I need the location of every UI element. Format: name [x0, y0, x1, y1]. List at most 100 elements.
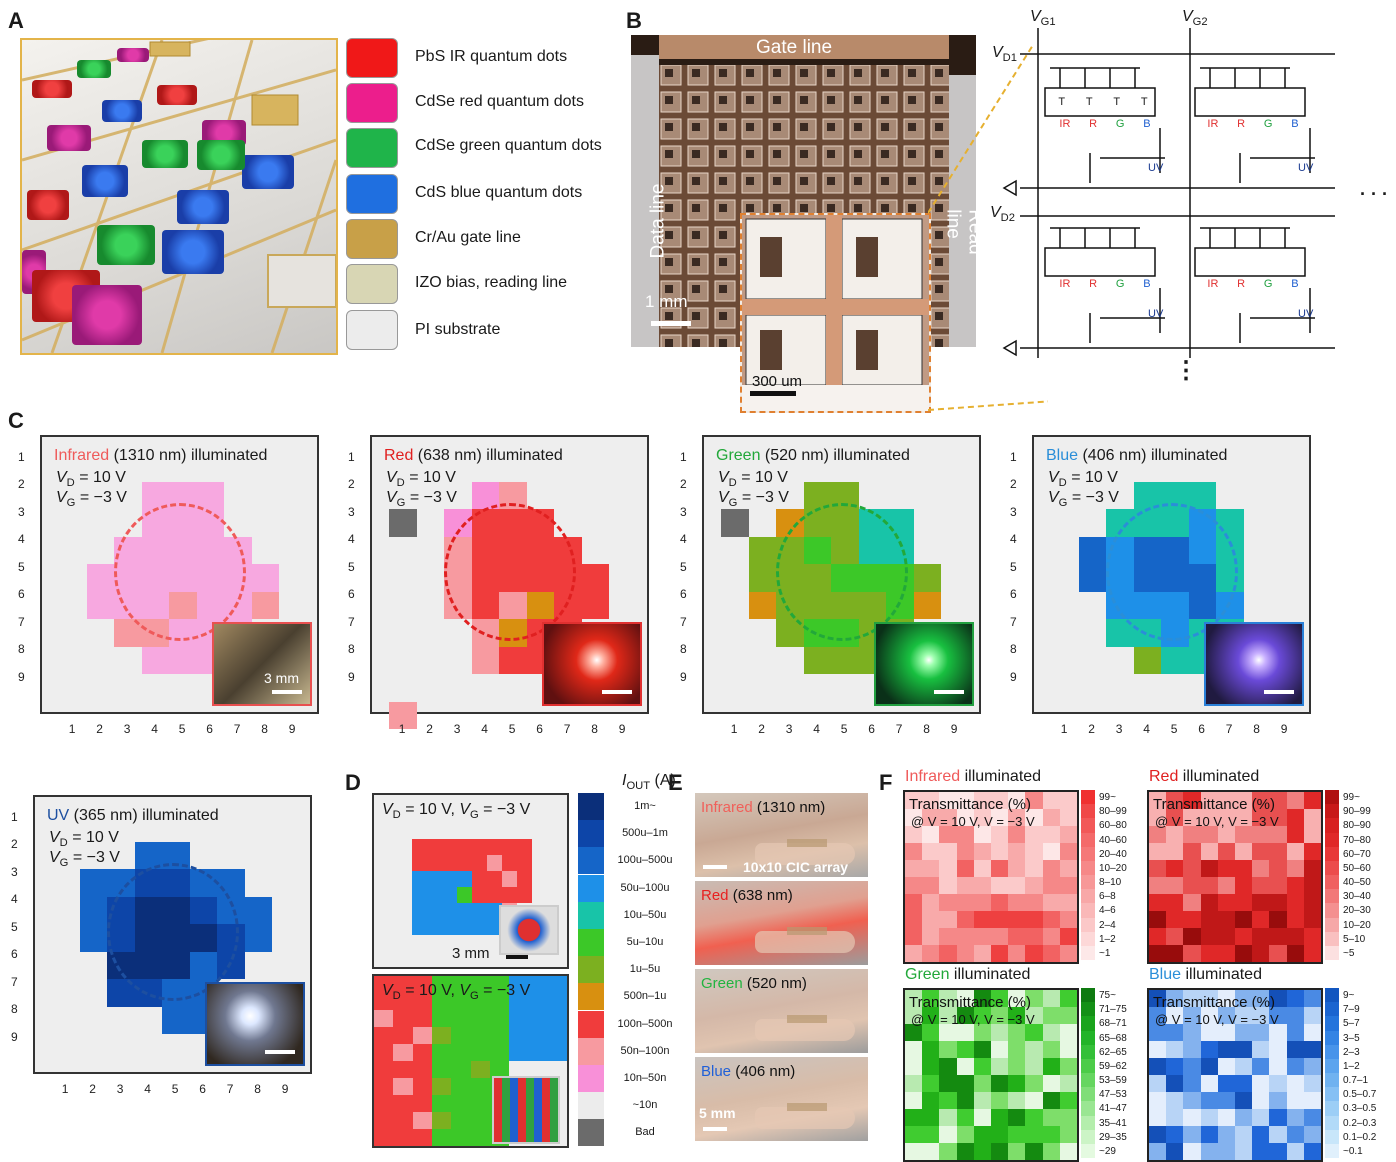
y-tick-label: 8 [1010, 642, 1017, 657]
map-cell [471, 646, 499, 674]
map-cell [581, 564, 609, 592]
y-tick-label: 7 [1010, 614, 1017, 629]
map-cell [86, 564, 114, 592]
map-cell [1149, 843, 1167, 861]
transmittance-swatch [1081, 917, 1095, 933]
transmittance-level-label: 53–59 [1099, 1075, 1127, 1086]
transmittance-level-label: 4–6 [1099, 905, 1116, 917]
transmittance-level-label: ~0.1 [1343, 1145, 1363, 1157]
map-cell [1183, 1058, 1202, 1076]
map-cell [1252, 1007, 1270, 1025]
legend-swatch-pbs [346, 38, 398, 78]
map-cell [721, 509, 749, 537]
transmittance-swatch [1325, 1087, 1339, 1102]
x-tick-label: 1 [68, 722, 76, 736]
map-cell [1133, 646, 1161, 674]
map-cell [922, 1092, 940, 1110]
map-cell [1042, 792, 1061, 810]
map-cell [939, 843, 958, 861]
map-cell [1252, 1041, 1270, 1059]
map-cell [1235, 826, 1253, 844]
map-cell [939, 1058, 958, 1076]
map-cell [939, 826, 958, 844]
y-tick-label: 3 [1010, 504, 1017, 519]
x-tick-label: 4 [1143, 722, 1150, 736]
c-map-inset-photo [205, 982, 305, 1066]
f-map-title: Infrared illuminated [905, 768, 1042, 785]
x-tick-label: 3 [453, 722, 461, 736]
map-cell [1269, 1109, 1288, 1127]
map-cell [1269, 1143, 1288, 1160]
x-tick-label: 9 [618, 722, 626, 736]
channel-labels-4: IR R G B [1207, 278, 1299, 290]
panel-f-label: F [879, 770, 893, 795]
map-cell [1059, 1143, 1077, 1160]
map-cell [1200, 843, 1219, 861]
y-tick-label: 1 [1010, 449, 1017, 464]
iout-level-label: 100n–500n [617, 1017, 673, 1030]
e-photo-title: Infrared (1310 nm) [701, 799, 826, 816]
map-cell [1200, 928, 1219, 946]
map-cell [956, 877, 975, 895]
map-cell [1059, 1126, 1077, 1144]
map-cell [1008, 1126, 1026, 1144]
x-tick-label: 9 [1280, 722, 1288, 736]
inset-scale-label: 3 mm [264, 670, 299, 686]
y-tick-label: 4 [11, 892, 18, 907]
map-cell [1149, 990, 1167, 1008]
x-tick-label: 8 [923, 722, 930, 736]
map-cell [1149, 1109, 1167, 1127]
map-cell [1286, 860, 1305, 878]
map-cell [1042, 809, 1061, 827]
iout-title: IOUT (A) [622, 772, 676, 793]
e-scale-bar [703, 865, 727, 869]
inset-scale-bar [272, 690, 302, 694]
f-map-infrared: Transmittance (%) @ V = 10 V, V = −3 V [903, 790, 1079, 964]
illumination-spot-outline [443, 503, 576, 641]
f-map-condition: @ V = 10 V, V = −3 V [1155, 1012, 1279, 1027]
x-tick-label: 5 [508, 722, 516, 736]
map-cell [973, 792, 992, 810]
map-cell [1188, 481, 1216, 509]
map-cell [991, 928, 1009, 946]
map-cell [905, 1143, 923, 1160]
transmittance-level-label: 20–40 [1099, 848, 1127, 860]
map-cell [922, 1126, 940, 1144]
map-cell [956, 945, 975, 962]
iout-level-label: 500u–1m [622, 827, 668, 840]
x-tick-label: 1 [730, 722, 738, 736]
map-cell [922, 1143, 940, 1160]
map-cell [991, 911, 1009, 929]
transmittance-swatch [1325, 1030, 1339, 1046]
map-cell [1059, 1109, 1077, 1127]
uv-label-4: UV [1298, 308, 1314, 320]
f-map-inner-title: Transmittance (%) [1153, 994, 1275, 1011]
transmittance-level-label: 60–70 [1343, 848, 1371, 860]
map-cell [973, 1126, 992, 1144]
c-map-inset-photo: 3 mm [212, 622, 312, 706]
map-cell [1217, 1143, 1236, 1160]
transmittance-level-label: 80–99 [1099, 806, 1127, 818]
map-cell [1059, 990, 1077, 1008]
vg1-label: VG1 [1030, 8, 1056, 29]
map-cell [1303, 990, 1321, 1008]
map-cell [1059, 928, 1077, 946]
y-tick-label: 5 [11, 919, 18, 934]
panel-c-label: C [8, 408, 24, 433]
map-cell [1166, 1092, 1184, 1110]
map-cell [1303, 1041, 1321, 1059]
iout-swatch [578, 1092, 604, 1120]
x-tick-label: 9 [281, 1082, 289, 1096]
map-cell [1200, 860, 1219, 878]
transmittance-level-label: 2–4 [1099, 919, 1116, 931]
transmittance-swatch [1325, 903, 1339, 918]
transmittance-swatch [1325, 988, 1339, 1003]
map-cell [1286, 1075, 1305, 1093]
x-tick-label: 7 [226, 1082, 234, 1096]
map-cell [939, 1126, 958, 1144]
map-cell [1183, 809, 1202, 827]
map-cell [1166, 792, 1184, 810]
map-cell [1286, 792, 1305, 810]
map-cell [1252, 1075, 1270, 1093]
